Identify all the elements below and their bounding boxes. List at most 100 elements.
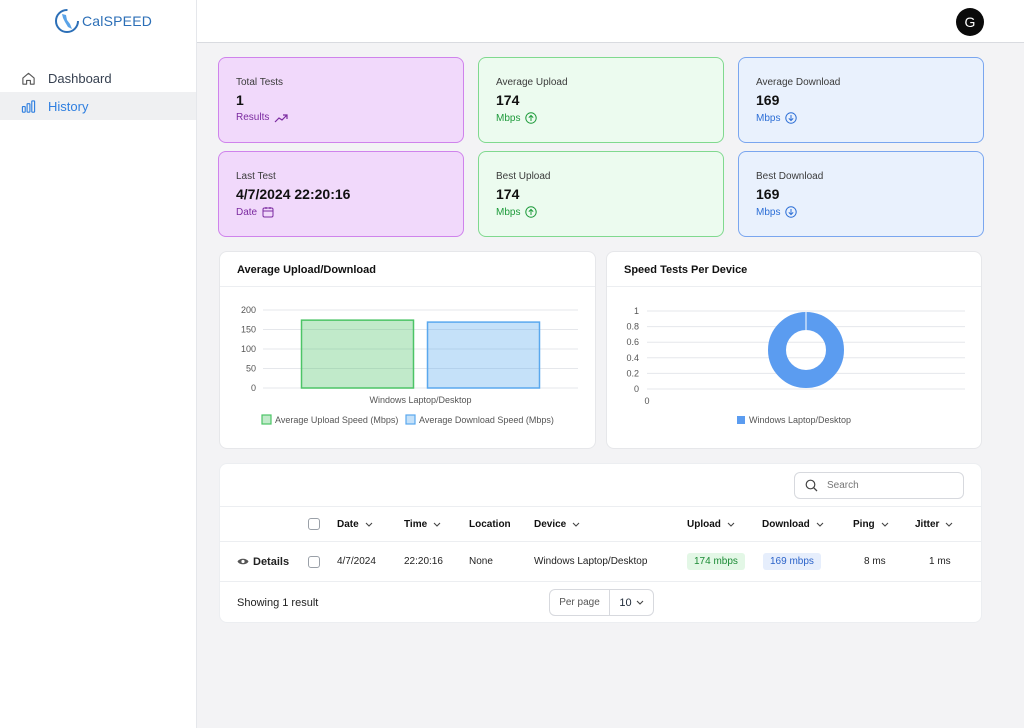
stat-value: 4/7/2024 22:20:16 xyxy=(236,186,351,202)
column-label: Jitter xyxy=(915,518,940,530)
column-label: Download xyxy=(762,518,810,530)
cell-download: 169 mbps xyxy=(763,542,821,581)
table-header: Date Time Location Device Upload Downloa… xyxy=(220,506,981,542)
stat-sub-label: Mbps xyxy=(496,112,521,124)
cell-jitter: 1 ms xyxy=(929,556,951,567)
arrow-up-circle-icon xyxy=(525,112,538,124)
stat-sub-label: Mbps xyxy=(756,112,781,124)
chevron-down-icon xyxy=(727,522,735,527)
column-header-upload[interactable]: Upload xyxy=(687,507,735,541)
stat-sub-label: Date xyxy=(236,206,258,218)
cell-location: None xyxy=(469,556,493,567)
sidebar-item-history[interactable]: History xyxy=(0,92,196,120)
y-tick-label: 200 xyxy=(241,305,256,315)
column-header-download[interactable]: Download xyxy=(762,507,824,541)
column-header-location: Location xyxy=(469,507,511,541)
stat-value: 1 xyxy=(236,92,244,108)
per-page-number: 10 xyxy=(619,596,632,609)
top-header: G xyxy=(197,0,1024,43)
chevron-down-icon xyxy=(636,600,644,605)
per-page-select[interactable]: Per page 10 xyxy=(549,589,654,616)
cell-device: Windows Laptop/Desktop xyxy=(534,556,648,567)
y-tick-label: 1 xyxy=(634,306,639,316)
stat-value: 169 xyxy=(756,92,780,108)
legend-swatch xyxy=(737,416,745,424)
upload-download-chart-panel: Average Upload/Download 200 150 100 50 0 Wind… xyxy=(219,251,596,449)
stat-sub-label: Mbps xyxy=(496,206,521,218)
search-input[interactable] xyxy=(827,480,947,491)
column-header-jitter[interactable]: Jitter xyxy=(915,507,953,541)
y-tick-label: 150 xyxy=(241,325,256,335)
calendar-icon xyxy=(262,207,274,218)
stat-sub: Mbps xyxy=(496,206,706,218)
sidebar: CalSPEED Dashboard History xyxy=(0,0,197,728)
column-header-time[interactable]: Time xyxy=(404,507,441,541)
user-avatar[interactable]: G xyxy=(956,8,984,36)
column-header-date[interactable]: Date xyxy=(337,507,373,541)
stat-card-total-tests: Total Tests 1 Results xyxy=(218,57,464,143)
upload-badge: 174 mbps xyxy=(687,553,745,570)
eye-icon xyxy=(237,558,249,565)
stat-value: 169 xyxy=(756,186,780,202)
column-label: Time xyxy=(404,518,428,530)
column-label: Device xyxy=(534,518,567,530)
stat-card-last-test: Last Test 4/7/2024 22:20:16 Date xyxy=(218,151,464,237)
y-tick-label: 0 xyxy=(251,383,256,393)
row-checkbox[interactable] xyxy=(308,542,320,581)
logo-mark-icon xyxy=(55,9,79,33)
stat-value: 174 xyxy=(496,92,520,108)
cell-time: 22:20:16 xyxy=(404,556,443,567)
chevron-down-icon xyxy=(572,522,580,527)
stat-label: Last Test xyxy=(236,171,276,182)
stat-sub-label: Mbps xyxy=(756,206,781,218)
chevron-down-icon xyxy=(365,522,373,527)
column-label: Upload xyxy=(687,518,721,530)
results-table-panel: Date Time Location Device Upload Downloa… xyxy=(219,463,982,623)
device-chart-panel: Speed Tests Per Device 1 0.8 0.6 0.4 0.2 0 0 Wi… xyxy=(606,251,982,449)
stat-card-average-download: Average Download 169 Mbps xyxy=(738,57,984,143)
chevron-down-icon xyxy=(946,522,953,527)
y-tick-label: 0.2 xyxy=(626,368,639,378)
donut-chart: 1 0.8 0.6 0.4 0.2 00 Windows Laptop/Desktop xyxy=(626,306,965,425)
sidebar-item-label: Dashboard xyxy=(48,70,112,86)
checkbox-box[interactable] xyxy=(308,555,320,568)
select-all-checkbox[interactable] xyxy=(308,507,320,541)
search-icon xyxy=(805,479,818,492)
column-header-device[interactable]: Device xyxy=(534,507,580,541)
x-tick-label: Windows Laptop/Desktop xyxy=(369,395,471,405)
per-page-value[interactable]: 10 xyxy=(610,590,653,615)
stat-value: 174 xyxy=(496,186,520,202)
stat-label: Average Download xyxy=(756,77,841,88)
stat-label: Best Download xyxy=(756,171,824,182)
legend-label: Average Upload Speed (Mbps) xyxy=(275,415,398,425)
stat-sub: Mbps xyxy=(756,112,966,124)
chart-title: Speed Tests Per Device xyxy=(607,252,981,287)
stat-label: Total Tests xyxy=(236,77,284,88)
search-box[interactable] xyxy=(794,472,964,499)
stat-sub: Results xyxy=(236,112,446,123)
app-logo[interactable]: CalSPEED xyxy=(0,0,196,42)
column-label: Date xyxy=(337,518,359,530)
x-tick-label: 0 xyxy=(644,396,649,406)
stat-label: Average Upload xyxy=(496,77,568,88)
checkbox-box[interactable] xyxy=(308,518,320,530)
legend-swatch xyxy=(261,414,272,425)
chevron-down-icon xyxy=(433,522,441,527)
bar xyxy=(300,319,415,389)
details-button[interactable]: Details xyxy=(237,542,289,581)
column-label: Ping xyxy=(853,518,875,530)
cell-upload: 174 mbps xyxy=(687,542,745,581)
sidebar-item-dashboard[interactable]: Dashboard xyxy=(0,64,196,92)
per-page-label: Per page xyxy=(550,590,610,615)
y-tick-label: 100 xyxy=(241,344,256,354)
legend-label: Windows Laptop/Desktop xyxy=(749,415,851,425)
column-header-ping[interactable]: Ping xyxy=(853,507,889,541)
column-label: Location xyxy=(469,518,511,530)
cell-date: 4/7/2024 xyxy=(337,556,376,567)
details-label: Details xyxy=(253,555,290,568)
stat-sub: Mbps xyxy=(496,112,706,124)
trending-up-icon xyxy=(274,113,288,122)
stat-card-average-upload: Average Upload 174 Mbps xyxy=(478,57,724,143)
stat-sub-label: Results xyxy=(236,112,270,123)
table-row: Details 4/7/2024 22:20:16 None Windows L… xyxy=(220,542,981,582)
